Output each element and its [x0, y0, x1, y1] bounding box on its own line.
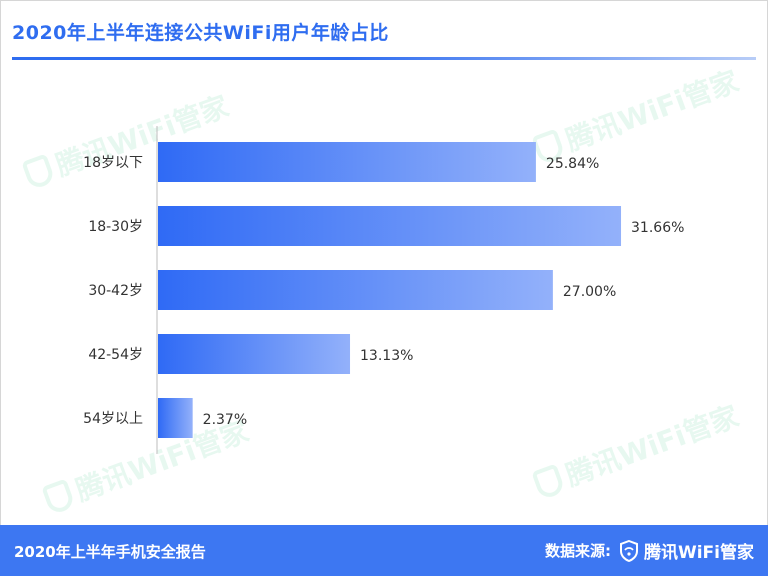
- bar: [158, 142, 536, 182]
- chart-title: 2020年上半年连接公共WiFi用户年龄占比: [12, 22, 389, 44]
- source-label: 数据来源:: [544, 542, 611, 560]
- bar-value-label: 27.00%: [563, 284, 616, 300]
- bar-value-label: 2.37%: [203, 412, 247, 428]
- category-tick-label: 54岁以上: [83, 411, 143, 427]
- bar: [158, 398, 193, 438]
- bar-value-label: 31.66%: [631, 220, 684, 236]
- footer-bar: 2020年上半年手机安全报告 数据来源: 腾讯WiFi管家: [0, 525, 768, 576]
- title-underline: [12, 57, 756, 60]
- category-tick-label: 30-42岁: [88, 283, 143, 299]
- bar: [158, 270, 553, 310]
- footer-source: 数据来源: 腾讯WiFi管家: [545, 538, 754, 563]
- category-tick-label: 18-30岁: [88, 219, 143, 235]
- category-tick-label: 18岁以下: [83, 155, 143, 171]
- brand-logo: 腾讯WiFi管家: [619, 538, 754, 563]
- category-tick-label: 42-54岁: [88, 347, 143, 363]
- bar-chart: 18岁以下 25.84% 18-30岁 31.66% 30-42岁 27.00% 42-54…: [83, 126, 684, 454]
- bar: [158, 334, 351, 374]
- bar-value-label: 25.84%: [546, 156, 599, 172]
- brand-name: 腾讯WiFi管家: [643, 543, 754, 563]
- footer-report-title: 2020年上半年手机安全报告: [14, 543, 206, 561]
- bar: [158, 206, 622, 246]
- bar-value-label: 13.13%: [360, 348, 413, 364]
- shield-icon: [619, 539, 638, 562]
